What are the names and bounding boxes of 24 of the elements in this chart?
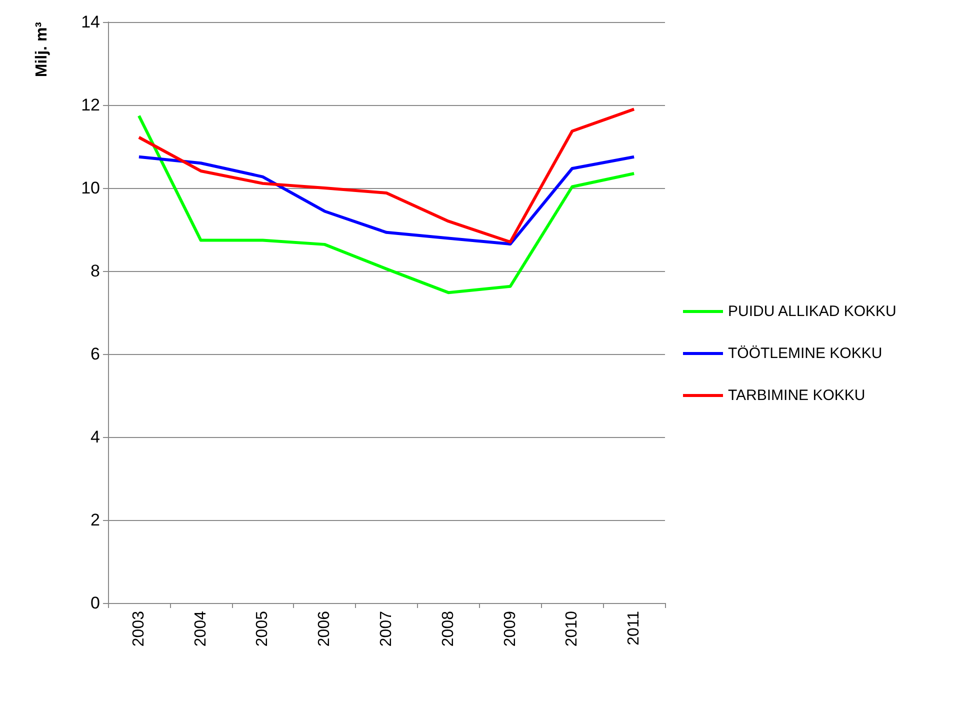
y-tick-label: 14 [81,12,100,32]
line-series [137,114,636,294]
x-tick-label: 2005 [254,610,272,647]
y-tick-label: 6 [90,344,100,364]
x-tick-label: 2003 [130,610,148,647]
line-series [137,108,636,244]
line-series [137,155,636,246]
x-tick-label: 2009 [502,610,519,647]
y-tick-label: 8 [90,262,100,280]
x-tick-label: 2007 [378,610,395,647]
legend-label: TÖÖTLEMINE KOKKU [728,345,882,362]
legend-label: PUIDU ALLIKAD KOKKU [728,303,896,320]
x-tick-label: 2010 [564,610,581,647]
y-tick-label: 12 [81,96,100,114]
y-tick-label: 0 [90,594,100,612]
x-tick-label: 2004 [192,610,210,647]
y-tick-label: 10 [81,178,100,198]
x-tick-label: 2006 [316,610,334,647]
y-tick-label: 2 [90,510,100,530]
legend-label: TARBIMINE KOKKU [728,387,866,404]
x-tick-label: 2008 [440,610,457,647]
y-axis-title: Milj. m³ [34,22,50,78]
x-tick-label: 2011 [626,610,643,646]
y-tick-label: 4 [90,428,100,446]
